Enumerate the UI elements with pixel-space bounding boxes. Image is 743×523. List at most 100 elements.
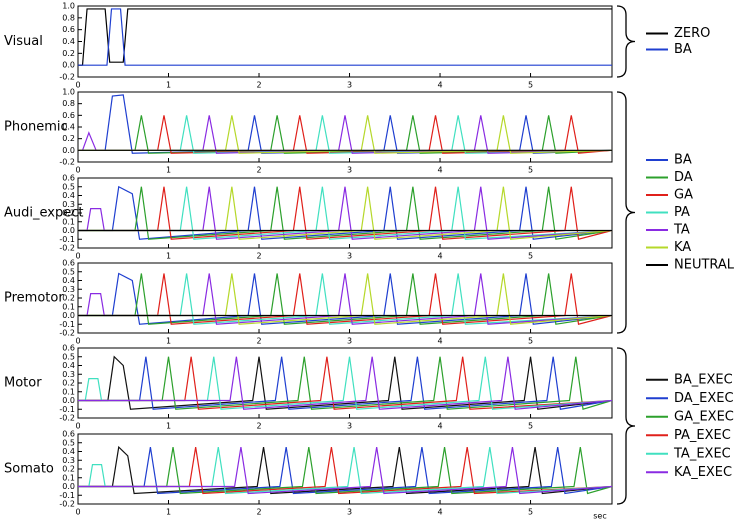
legend-label: ZERO	[674, 26, 710, 41]
x-tick-label: 1	[166, 81, 171, 90]
series-line	[78, 272, 613, 325]
y-tick-label: 0.6	[62, 430, 75, 439]
x-tick-label: 0	[75, 422, 80, 431]
x-tick-label: 0	[75, 337, 80, 346]
series-line	[78, 186, 613, 240]
legend-label: KA	[674, 240, 691, 255]
series-line	[78, 273, 613, 325]
x-tick-label: 0	[75, 508, 80, 517]
brace	[616, 91, 636, 334]
series-line	[78, 356, 613, 410]
y-axis-label: Premotor	[4, 291, 64, 306]
legend-label: DA_EXEC	[674, 391, 734, 406]
y-tick-label: 0.2	[62, 134, 75, 143]
y-tick-label: -0.2	[59, 414, 75, 423]
x-tick-label: 5	[528, 81, 533, 90]
x-tick-label: 4	[437, 422, 442, 431]
legend-label: BA	[674, 153, 692, 168]
series-line	[78, 447, 613, 495]
y-tick-label: 0.4	[62, 191, 75, 200]
brace	[616, 347, 636, 505]
series-line	[78, 356, 613, 410]
y-axis-label: Motor	[4, 376, 42, 391]
y-tick-label: 0.5	[62, 352, 75, 361]
y-axis-label: Visual	[4, 34, 43, 49]
x-tick-label: 3	[347, 422, 352, 431]
x-tick-label: 5	[528, 508, 533, 517]
y-tick-label: -0.2	[59, 244, 75, 253]
x-tick-label: 1	[166, 422, 171, 431]
y-tick-label: 0.0	[62, 396, 75, 405]
legend-label: BA_EXEC	[674, 372, 733, 387]
y-tick-label: 0.1	[62, 473, 75, 482]
x-tick-label: 4	[437, 166, 442, 175]
x-tick-label: 1	[166, 508, 171, 517]
legend-label: TA	[673, 223, 690, 238]
x-tick-label: 3	[347, 252, 352, 261]
y-tick-label: 0.0	[62, 311, 75, 320]
series-line	[78, 356, 613, 410]
y-tick-label: 0.6	[62, 174, 75, 183]
series-line	[78, 273, 613, 325]
x-axis-label: sec	[593, 512, 607, 521]
series-line	[78, 185, 613, 240]
series-line	[78, 447, 613, 495]
y-tick-label: 0.4	[62, 276, 75, 285]
x-tick-label: 2	[256, 422, 261, 431]
y-tick-label: 0.0	[62, 482, 75, 491]
legend-label: TA_EXEC	[673, 446, 731, 461]
x-tick-label: 2	[256, 337, 261, 346]
series-line	[78, 186, 613, 240]
series-line	[78, 447, 613, 495]
y-tick-label: 1.0	[62, 2, 75, 11]
x-tick-label: 5	[528, 252, 533, 261]
legend-label: DA	[674, 170, 693, 185]
y-tick-label: 0.3	[62, 200, 75, 209]
y-tick-label: 0.0	[62, 146, 75, 155]
x-tick-label: 0	[75, 81, 80, 90]
x-tick-label: 3	[347, 508, 352, 517]
x-tick-label: 3	[347, 337, 352, 346]
x-tick-label: 4	[437, 252, 442, 261]
x-tick-label: 5	[528, 422, 533, 431]
x-tick-label: 2	[256, 166, 261, 175]
series-line	[78, 186, 613, 240]
y-tick-label: -0.2	[59, 73, 75, 82]
x-tick-label: 2	[256, 252, 261, 261]
brace	[616, 5, 636, 78]
y-tick-label: 0.3	[62, 285, 75, 294]
y-tick-label: -0.2	[59, 329, 75, 338]
x-tick-label: 1	[166, 252, 171, 261]
series-line	[78, 273, 613, 325]
y-tick-label: 0.6	[62, 25, 75, 34]
y-axis-label: Audi_expect	[4, 206, 83, 221]
y-tick-label: -0.1	[59, 320, 75, 329]
y-tick-label: 1.0	[62, 88, 75, 97]
y-tick-label: 0.4	[62, 37, 75, 46]
series-line	[78, 356, 613, 410]
y-tick-label: -0.2	[59, 500, 75, 509]
y-tick-label: 0.2	[62, 294, 75, 303]
y-tick-label: 0.3	[62, 370, 75, 379]
y-tick-label: 0.2	[62, 379, 75, 388]
series-line	[78, 8, 612, 66]
y-tick-label: 0.2	[62, 465, 75, 474]
y-tick-label: 0.2	[62, 209, 75, 218]
legend-label: BA	[674, 42, 692, 57]
y-tick-label: 0.5	[62, 267, 75, 276]
y-tick-label: 0.2	[62, 49, 75, 58]
y-tick-label: 0.4	[62, 361, 75, 370]
x-tick-label: 4	[437, 337, 442, 346]
y-tick-label: 0.1	[62, 217, 75, 226]
x-tick-label: 2	[256, 508, 261, 517]
y-tick-label: 0.1	[62, 387, 75, 396]
x-tick-label: 1	[166, 337, 171, 346]
y-tick-label: 0.4	[62, 123, 75, 132]
legend-label: PA_EXEC	[674, 428, 731, 443]
x-tick-label: 3	[347, 166, 352, 175]
x-tick-label: 5	[528, 337, 533, 346]
y-tick-label: 0.8	[62, 13, 75, 22]
series-line	[78, 115, 613, 154]
series-line	[78, 186, 613, 240]
